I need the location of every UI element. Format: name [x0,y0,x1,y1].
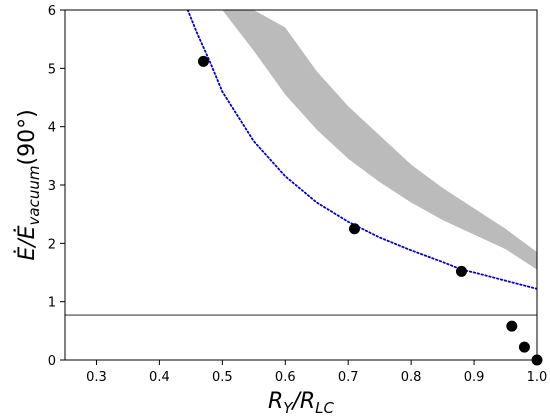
x-tick-label: 0.3 [86,370,107,385]
data-point [518,341,530,353]
y-tick-label: 5 [48,62,56,77]
x-tick-label: 0.6 [275,370,296,385]
x-tick-label: 0.4 [149,370,170,385]
x-tick-label: 0.9 [464,370,485,385]
y-tick-label: 1 [48,296,56,311]
band-region [222,10,537,270]
tick-layer: 0.3 0.4 0.5 0.6 0.7 0.8 0.9 1.0 0 1 2 3 4 5 6 [48,4,548,385]
x-axis-label-sep: /R [290,389,315,414]
x-tick-label: 0.8 [401,370,422,385]
y-axis-label: Ė/Ėvacuum(90°) [14,109,43,260]
x-axis-label-sub2: LC [315,399,334,417]
y-tick-label: 6 [48,4,56,19]
x-tick-label: 0.7 [338,370,359,385]
y-tick-label: 4 [48,121,56,136]
y-axis-label-sub: vacuum [25,166,43,226]
y-axis-label-main: Ė/Ė [14,225,40,260]
data-point [455,265,467,277]
x-axis-label: RY/RLC [268,389,335,417]
dotted-curve [186,10,537,290]
y-tick-label: 0 [48,354,56,369]
x-tick-label: 0.5 [212,370,233,385]
y-tick-label: 2 [48,237,56,252]
x-axis-label-sub1: Y [283,399,294,417]
x-axis-label-main: R [268,389,283,414]
y-tick-label: 3 [48,179,56,194]
data-point [506,320,518,332]
data-point [197,55,209,67]
x-tick-label: 1.0 [527,370,548,385]
plot-clipped-group [65,10,537,316]
y-axis-label-suffix: (90°) [15,109,40,165]
plot-area [65,10,543,366]
data-point [348,223,360,235]
